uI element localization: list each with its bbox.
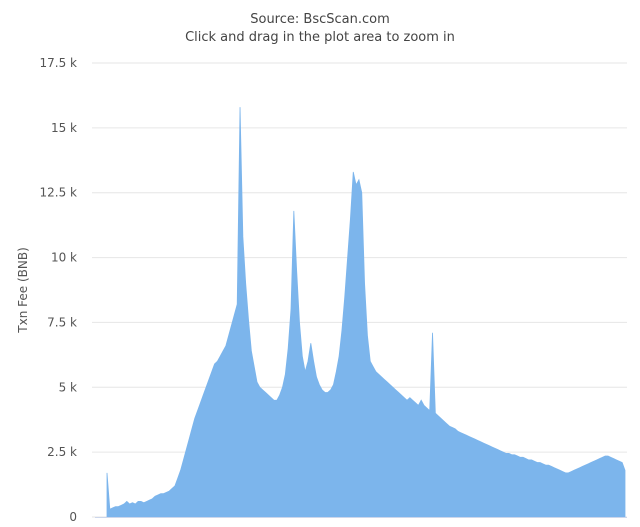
series-area-0[interactable] (106, 107, 626, 518)
y-axis-title: Txn Fee (BNB) (16, 247, 30, 333)
y-tick-label: 2.5 k (47, 445, 77, 459)
y-tick-label: 0 (69, 510, 77, 524)
series-layer (106, 107, 626, 518)
chart-subtitle-zoom-hint: Click and drag in the plot area to zoom … (185, 30, 455, 45)
y-axis-tick-labels: 0 2.5 k 5 k 7.5 k 10 k 12.5 k 15 k 17.5 k (40, 56, 78, 524)
y-tick-label: 7.5 k (47, 315, 77, 329)
y-tick-label: 15 k (51, 121, 77, 135)
y-tick-label: 10 k (51, 251, 77, 265)
y-tick-label: 17.5 k (40, 56, 78, 70)
chart-subtitle-source: Source: BscScan.com (250, 12, 390, 27)
y-tick-label: 5 k (59, 380, 77, 394)
y-tick-label: 12.5 k (40, 186, 78, 200)
